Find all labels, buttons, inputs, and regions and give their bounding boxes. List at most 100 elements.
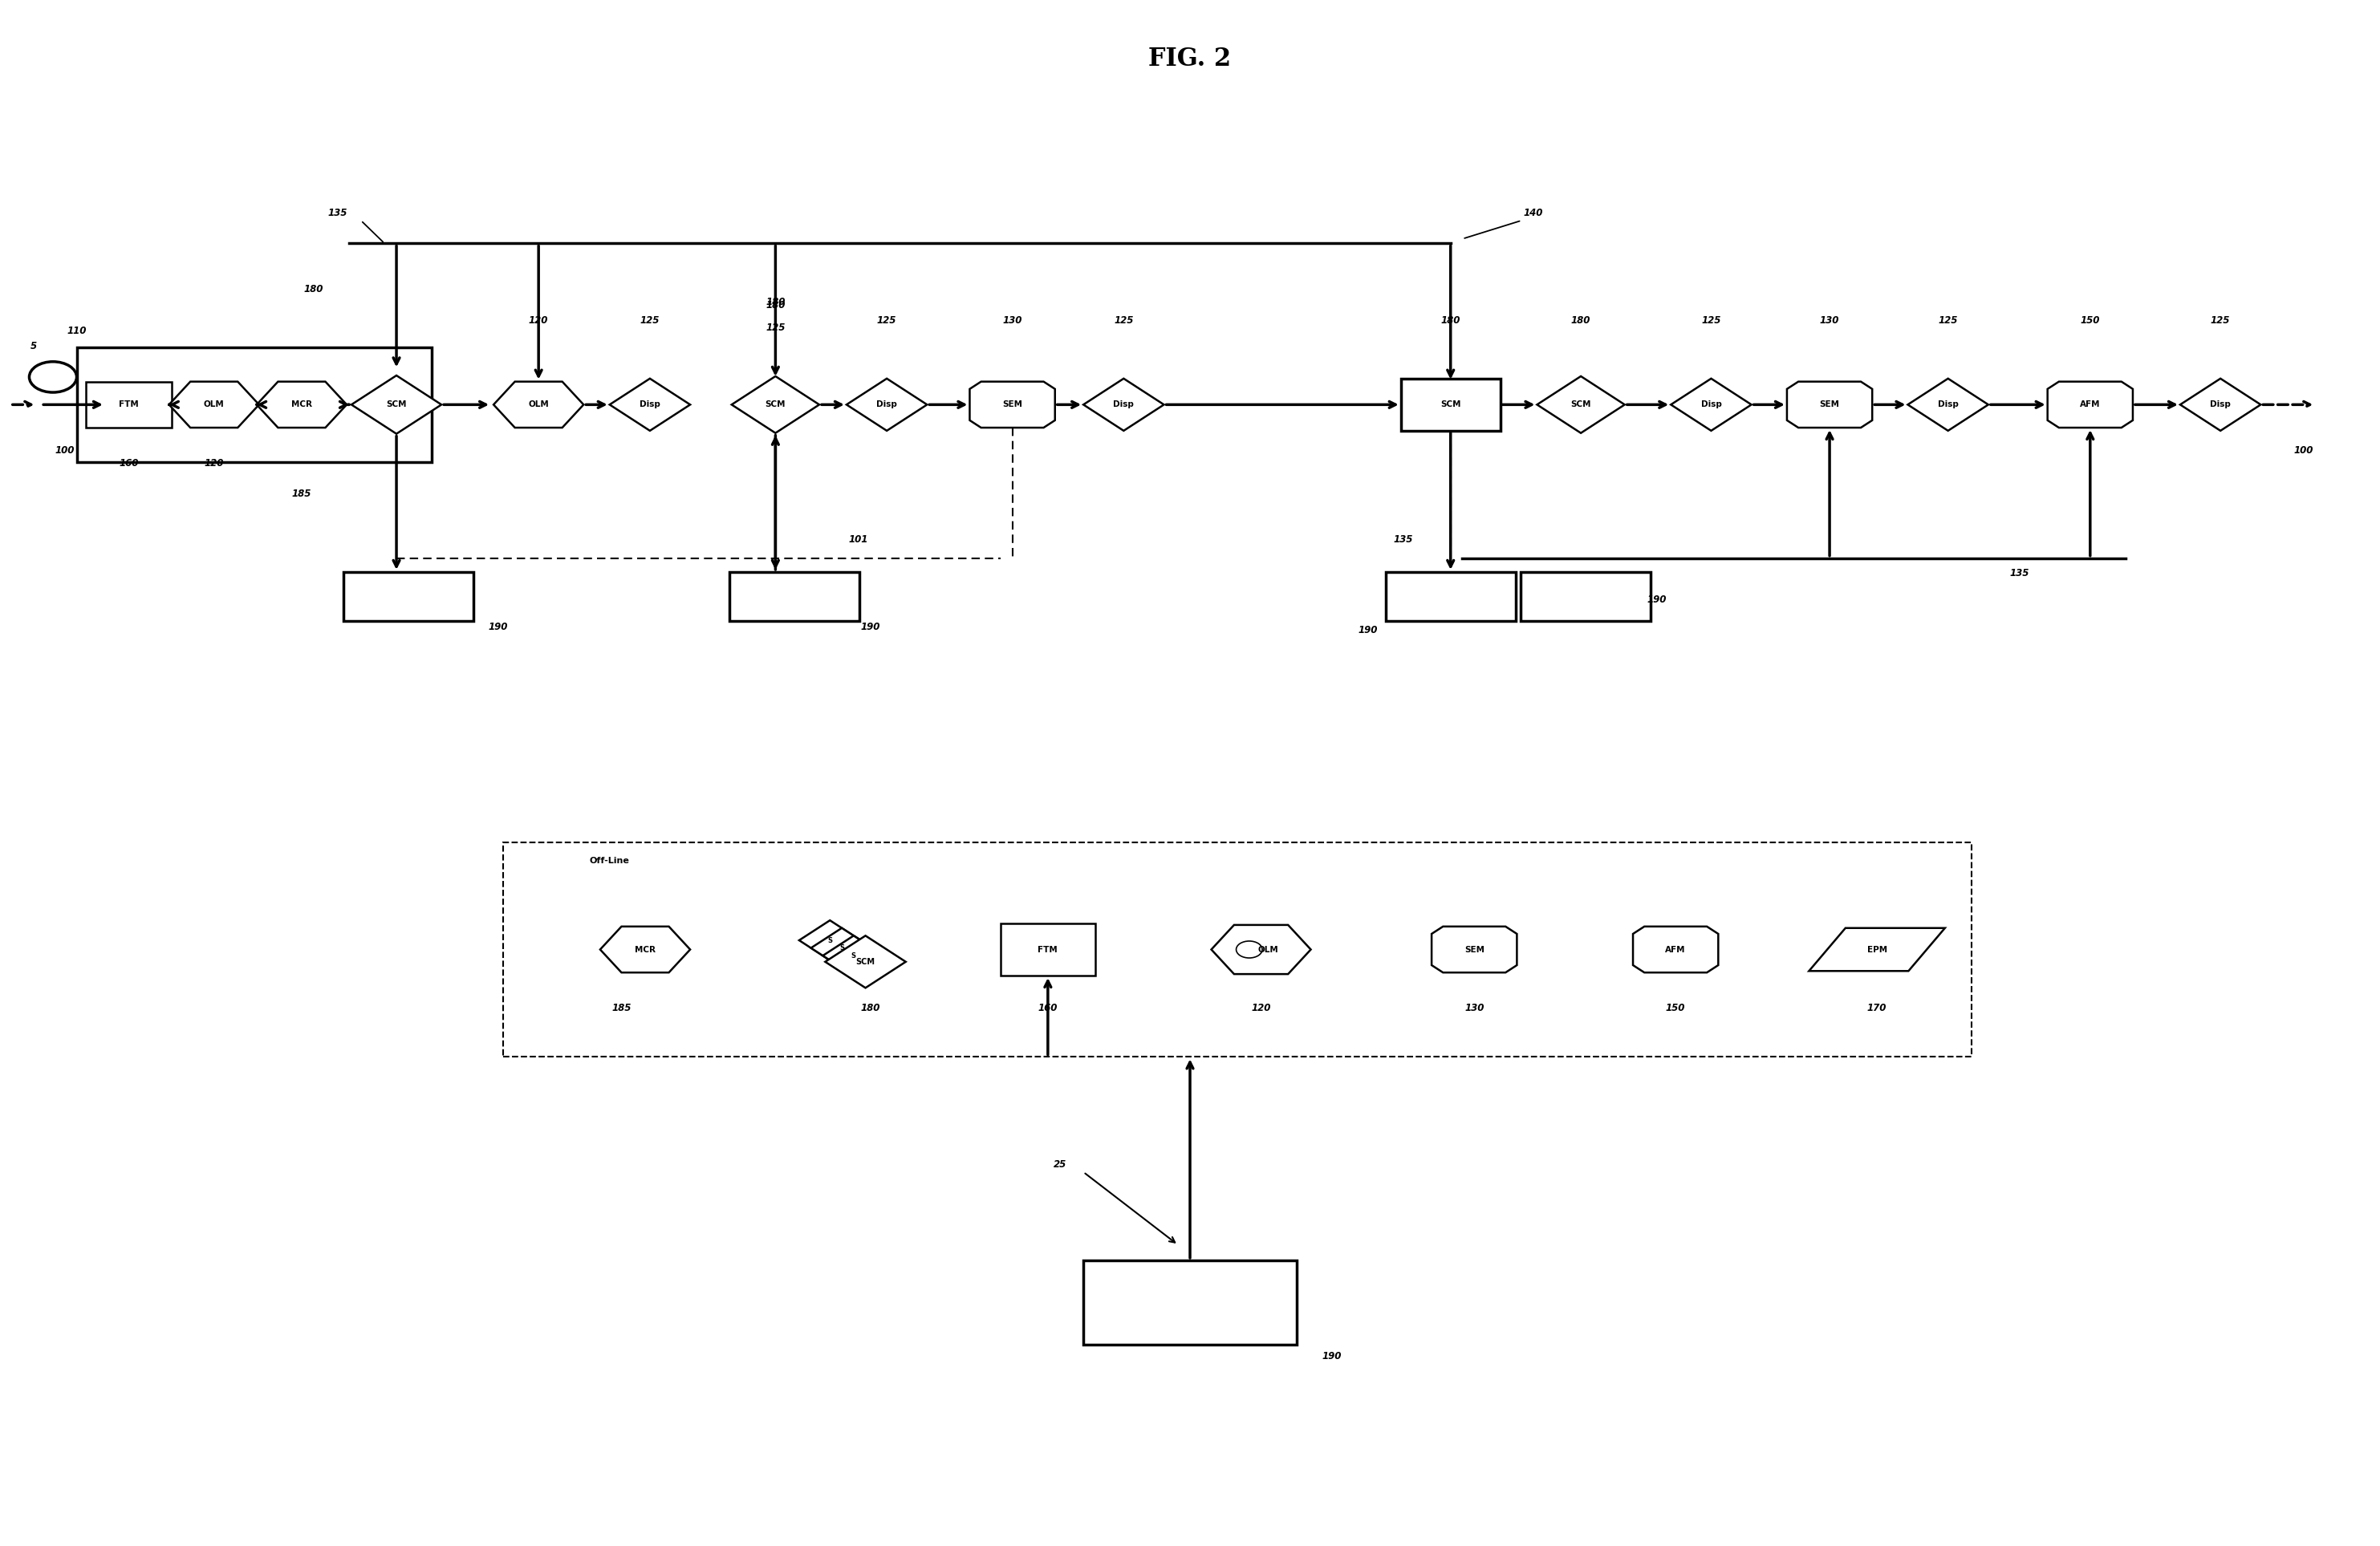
Text: 120: 120 <box>205 458 224 468</box>
Text: S: S <box>828 937 833 945</box>
Polygon shape <box>257 382 347 428</box>
Text: FIG. 2: FIG. 2 <box>1150 46 1230 71</box>
Text: 185: 185 <box>293 489 312 499</box>
Text: 190: 190 <box>1359 625 1378 635</box>
Text: SCM: SCM <box>386 400 407 408</box>
Polygon shape <box>1809 928 1944 971</box>
Text: 190: 190 <box>488 621 507 632</box>
Polygon shape <box>352 376 440 434</box>
Text: 5: 5 <box>31 342 38 351</box>
Text: Disp: Disp <box>2211 400 2230 408</box>
Text: MCR: MCR <box>635 946 655 954</box>
Polygon shape <box>2180 379 2261 431</box>
Text: 110: 110 <box>67 326 86 335</box>
Text: 130: 130 <box>1821 315 1840 325</box>
FancyBboxPatch shape <box>1083 1260 1297 1345</box>
Polygon shape <box>600 926 690 972</box>
Polygon shape <box>1909 379 1987 431</box>
FancyBboxPatch shape <box>76 348 431 462</box>
Text: 125: 125 <box>2211 315 2230 325</box>
Text: 125: 125 <box>1937 315 1959 325</box>
Text: 180: 180 <box>1571 315 1590 325</box>
Text: 185: 185 <box>612 1003 631 1013</box>
Text: 135: 135 <box>2009 569 2028 578</box>
Text: SEM: SEM <box>1821 400 1840 408</box>
Text: Disp: Disp <box>876 400 897 408</box>
Polygon shape <box>823 935 885 976</box>
Text: 180: 180 <box>1440 315 1461 325</box>
Text: 170: 170 <box>1868 1003 1887 1013</box>
Polygon shape <box>2047 382 2132 428</box>
Polygon shape <box>1433 926 1516 972</box>
Text: 150: 150 <box>2080 315 2099 325</box>
Polygon shape <box>1537 376 1626 433</box>
Text: 125: 125 <box>640 315 659 325</box>
Text: OLM: OLM <box>528 400 550 408</box>
Text: 100: 100 <box>55 445 74 456</box>
Polygon shape <box>812 928 873 968</box>
Text: 100: 100 <box>2294 445 2313 456</box>
Polygon shape <box>847 379 928 431</box>
Text: 160: 160 <box>1038 1003 1057 1013</box>
Text: Disp: Disp <box>1114 400 1133 408</box>
Text: 125: 125 <box>766 323 785 332</box>
Text: SEM: SEM <box>1002 400 1023 408</box>
Text: Disp: Disp <box>1702 400 1721 408</box>
Text: S: S <box>840 945 845 952</box>
Text: 120: 120 <box>528 315 547 325</box>
Polygon shape <box>969 382 1054 428</box>
Polygon shape <box>1211 925 1311 974</box>
Text: 190: 190 <box>1323 1351 1342 1362</box>
Text: SCM: SCM <box>766 400 785 408</box>
Text: AFM: AFM <box>1666 946 1685 954</box>
Text: 135: 135 <box>1392 535 1414 544</box>
Text: 180: 180 <box>766 300 785 311</box>
Text: 120: 120 <box>1252 1003 1271 1013</box>
FancyBboxPatch shape <box>343 572 474 621</box>
Text: 180: 180 <box>862 1003 881 1013</box>
FancyBboxPatch shape <box>1385 572 1516 621</box>
Text: 125: 125 <box>876 315 897 325</box>
Text: EPM: EPM <box>1866 946 1887 954</box>
Text: 101: 101 <box>850 535 869 544</box>
Polygon shape <box>493 382 583 428</box>
Text: 125: 125 <box>1702 315 1721 325</box>
Polygon shape <box>1633 926 1718 972</box>
Text: 140: 140 <box>1523 207 1542 218</box>
Text: 160: 160 <box>119 458 138 468</box>
Text: OLM: OLM <box>205 400 224 408</box>
Text: 25: 25 <box>1054 1160 1066 1170</box>
FancyBboxPatch shape <box>1000 923 1095 976</box>
Text: 190: 190 <box>862 621 881 632</box>
Text: Disp: Disp <box>640 400 659 408</box>
Polygon shape <box>731 376 819 433</box>
Text: SCM: SCM <box>1571 400 1592 408</box>
FancyBboxPatch shape <box>86 382 171 428</box>
Polygon shape <box>826 935 907 988</box>
FancyBboxPatch shape <box>502 843 1971 1057</box>
Text: FTM: FTM <box>119 400 138 408</box>
Text: 180: 180 <box>766 297 785 308</box>
Text: 190: 190 <box>1647 594 1666 604</box>
Text: S: S <box>852 952 857 959</box>
Polygon shape <box>1787 382 1873 428</box>
Text: Disp: Disp <box>1937 400 1959 408</box>
Polygon shape <box>800 920 862 960</box>
FancyBboxPatch shape <box>1402 379 1499 431</box>
Text: OLM: OLM <box>1259 946 1278 954</box>
Text: 135: 135 <box>328 207 347 218</box>
Polygon shape <box>169 382 259 428</box>
Text: SEM: SEM <box>1464 946 1485 954</box>
Text: SCM: SCM <box>1440 400 1461 408</box>
Polygon shape <box>1671 379 1752 431</box>
Text: 125: 125 <box>1114 315 1133 325</box>
Polygon shape <box>609 379 690 431</box>
Text: SCM: SCM <box>857 959 876 966</box>
Text: AFM: AFM <box>2080 400 2102 408</box>
Text: 130: 130 <box>1002 315 1021 325</box>
Text: MCR: MCR <box>290 400 312 408</box>
Text: 180: 180 <box>305 284 324 295</box>
Text: Off-Line: Off-Line <box>590 856 631 864</box>
Polygon shape <box>1083 379 1164 431</box>
Text: FTM: FTM <box>1038 946 1057 954</box>
